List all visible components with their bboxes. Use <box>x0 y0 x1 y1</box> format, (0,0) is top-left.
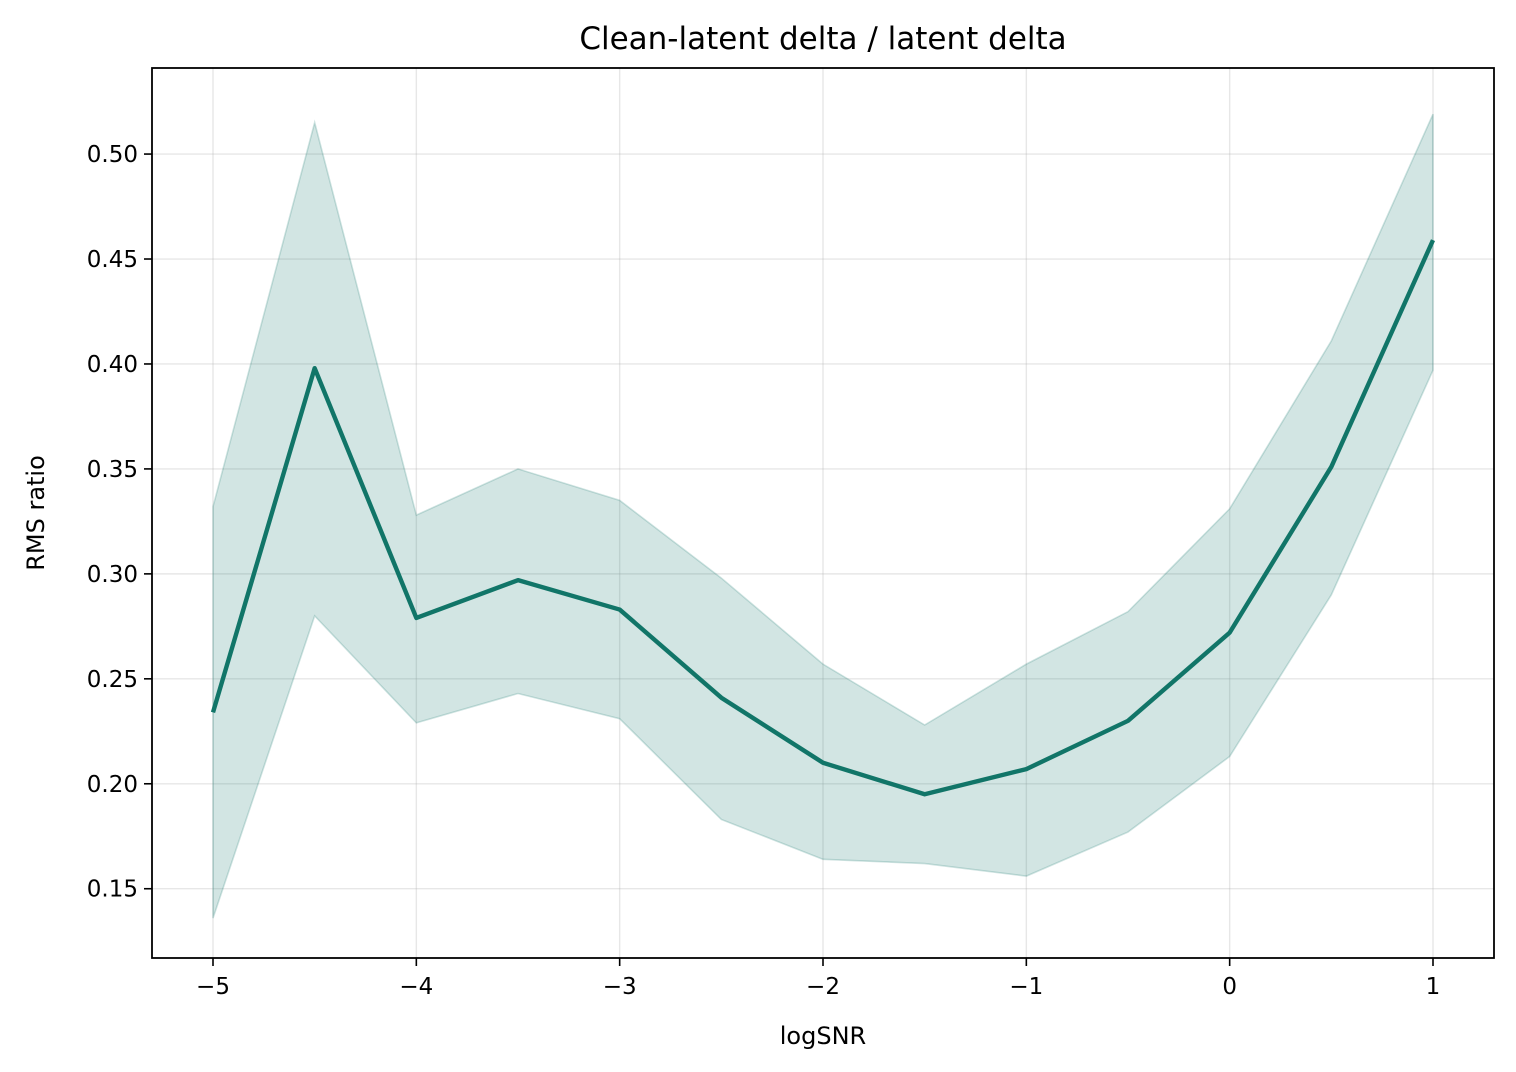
y-tick-label: 0.50 <box>87 142 138 168</box>
plot-frame <box>151 67 1495 959</box>
axis-ticks: −5 −4 −3 −2 −1 0 1 0.15 0.20 0.25 0.30 0.35 0.40 0.45… <box>87 142 1441 1000</box>
x-tick-label: 1 <box>1426 974 1441 1000</box>
y-tick-label: 0.30 <box>87 562 138 588</box>
y-tick-label: 0.40 <box>87 352 138 378</box>
y-tick-label: 0.45 <box>87 247 138 273</box>
confidence-band-layer <box>212 113 1434 919</box>
y-tick-label: 0.25 <box>87 667 138 693</box>
x-tick-label: −3 <box>603 974 637 1000</box>
y-axis-label: RMS ratio <box>22 455 50 571</box>
y-tick-label: 0.20 <box>87 772 138 798</box>
x-tick-label: −5 <box>196 974 230 1000</box>
y-tick-label: 0.15 <box>87 877 138 903</box>
x-tick-label: −1 <box>1009 974 1043 1000</box>
x-tick-label: −2 <box>806 974 840 1000</box>
grid-lines <box>152 68 1494 958</box>
confidence-band <box>212 113 1434 919</box>
chart-title: Clean-latent delta / latent delta <box>579 21 1066 57</box>
x-axis-label: logSNR <box>780 1022 866 1050</box>
x-tick-label: 0 <box>1222 974 1237 1000</box>
series-line-layer <box>210 239 1436 797</box>
y-tick-label: 0.35 <box>87 457 138 483</box>
x-tick-label: −4 <box>399 974 433 1000</box>
